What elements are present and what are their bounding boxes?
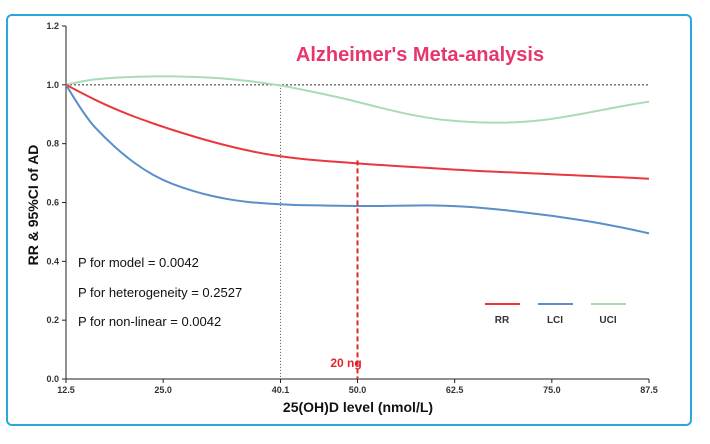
y-tick-label: 1.2 <box>46 21 59 31</box>
x-tick-label: 40.1 <box>272 385 290 395</box>
annotation-p-model: P for model = 0.0042 <box>78 255 199 270</box>
series-line-lci <box>65 84 650 235</box>
y-tick-label: 0.2 <box>46 315 59 325</box>
series-line-rr <box>65 83 650 180</box>
annotation-p-heterogeneity: P for heterogeneity = 0.2527 <box>78 285 242 300</box>
x-tick-label: 25.0 <box>154 385 172 395</box>
legend-label-lci: LCI <box>547 315 563 326</box>
x-tick-label: 87.5 <box>640 385 658 395</box>
chart-frame <box>6 14 692 426</box>
annotation-p-non-linear: P for non-linear = 0.0042 <box>78 314 221 329</box>
y-axis-title: RR & 95%CI of AD <box>25 145 41 266</box>
y-tick-label: 0.4 <box>46 256 59 266</box>
chart-title: Alzheimer's Meta-analysis <box>296 44 544 66</box>
x-tick-label: 50.0 <box>349 385 367 395</box>
x-tick-label: 62.5 <box>446 385 464 395</box>
x-axis-title: 25(OH)D level (nmol/L) <box>283 399 433 415</box>
y-tick-label: 0.0 <box>46 374 59 384</box>
legend-label-uci: UCI <box>599 315 616 326</box>
y-tick-label: 1.0 <box>46 80 59 90</box>
legend-label-rr: RR <box>495 315 510 326</box>
x-tick-label: 75.0 <box>543 385 561 395</box>
y-tick-label: 0.6 <box>46 198 59 208</box>
x-tick-label: 12.5 <box>57 385 75 395</box>
y-tick-label: 0.8 <box>46 139 59 149</box>
highlight-label: 20 ng <box>330 356 361 370</box>
series-line-uci <box>65 75 650 124</box>
